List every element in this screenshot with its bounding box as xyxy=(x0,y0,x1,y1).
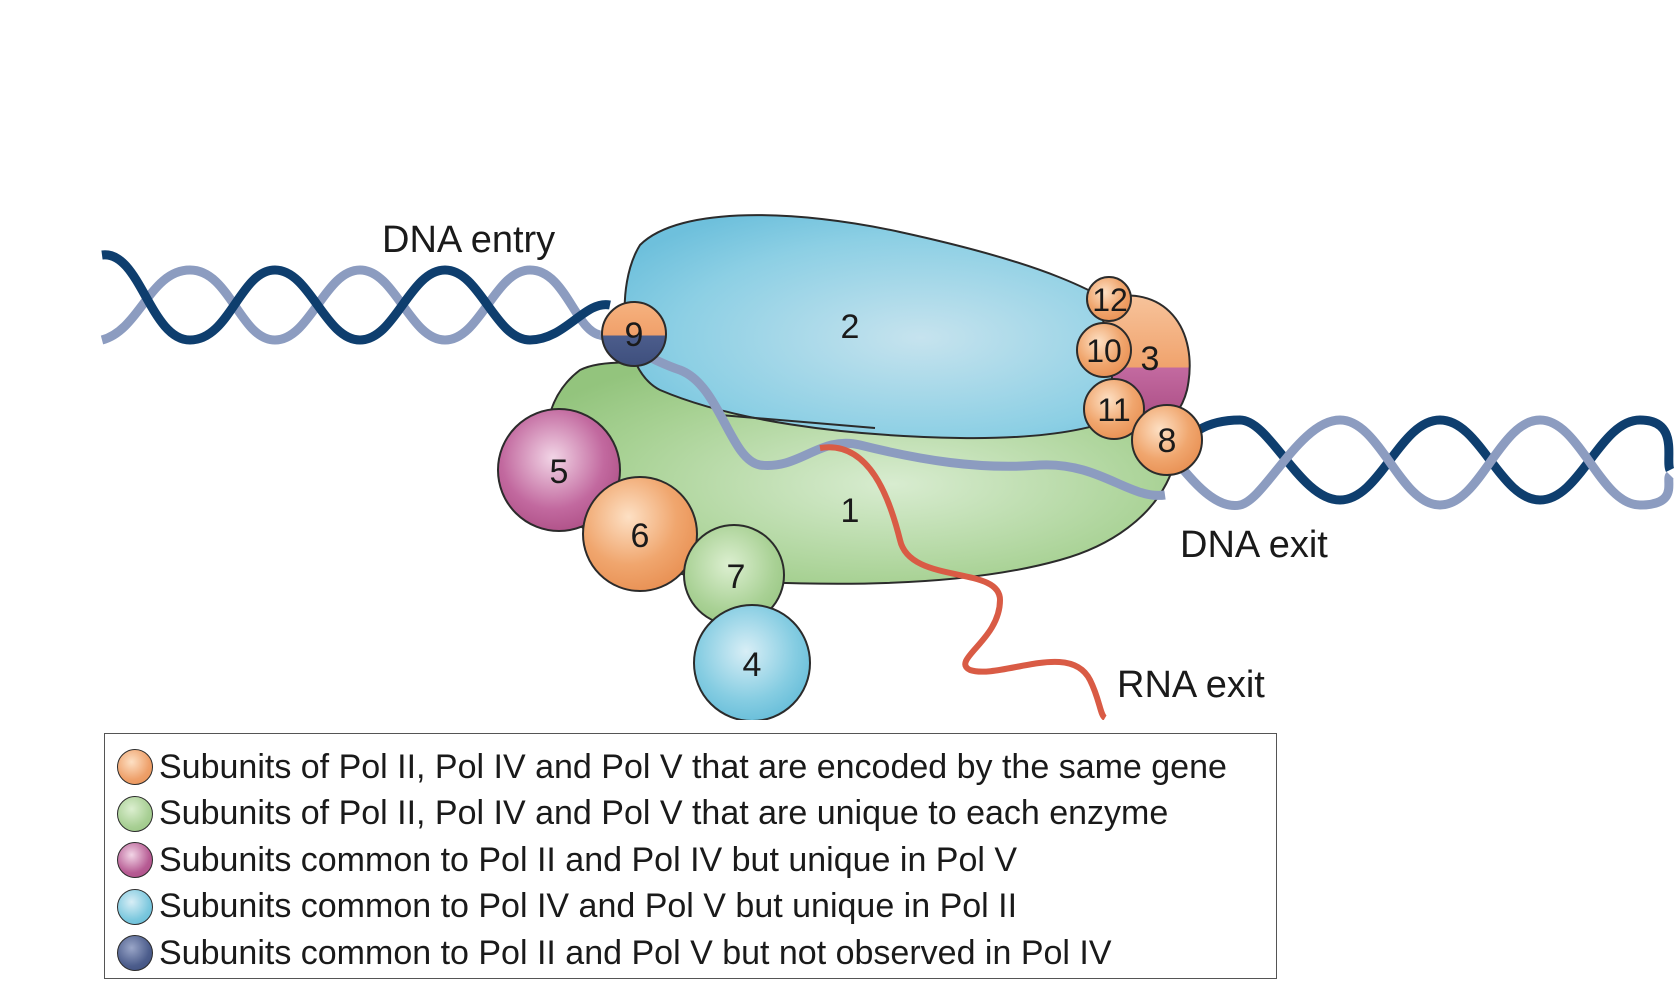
label-subunit-12: 12 xyxy=(1092,282,1128,318)
subunit-2-body xyxy=(623,214,1164,440)
subunit-12 xyxy=(1086,276,1132,322)
legend-row-magenta: Subunits common to Pol II and Pol IV but… xyxy=(117,837,1276,884)
label-subunit-9: 9 xyxy=(625,316,644,354)
dna-right-strand-dark xyxy=(1160,415,1675,505)
label-subunit-10: 10 xyxy=(1086,333,1122,369)
subunit-2-edge-line xyxy=(719,414,876,429)
legend-text-green: Subunits of Pol II, Pol IV and Pol V tha… xyxy=(159,794,1169,833)
legend-swatch-green-icon xyxy=(117,795,153,832)
legend-swatch-navy-icon xyxy=(117,935,153,972)
subunit-11 xyxy=(1083,378,1145,440)
dna-left-strand-dark xyxy=(101,250,611,345)
label-subunit-3: 3 xyxy=(1141,340,1160,378)
label-dna-entry: DNA entry xyxy=(382,219,555,261)
polymerase-diagram: DNA entry DNA exit RNA exit 1 2 3 4 5 6 … xyxy=(100,214,1675,720)
legend: Subunits of Pol II, Pol IV and Pol V tha… xyxy=(104,733,1277,979)
dna-right-strand-light xyxy=(1156,415,1675,511)
legend-row-orange: Subunits of Pol II, Pol IV and Pol V tha… xyxy=(117,744,1276,791)
label-subunit-7: 7 xyxy=(727,558,746,596)
label-subunit-5: 5 xyxy=(550,453,569,491)
legend-text-orange: Subunits of Pol II, Pol IV and Pol V tha… xyxy=(159,747,1227,786)
legend-text-blue: Subunits common to Pol IV and Pol V but … xyxy=(159,887,1018,926)
label-subunit-6: 6 xyxy=(631,517,650,555)
legend-swatch-magenta-icon xyxy=(117,842,153,879)
legend-row-green: Subunits of Pol II, Pol IV and Pol V tha… xyxy=(117,791,1276,838)
label-subunit-8: 8 xyxy=(1158,422,1177,460)
subunit-5 xyxy=(497,408,621,532)
label-subunit-1: 1 xyxy=(841,492,860,530)
legend-row-blue: Subunits common to Pol IV and Pol V but … xyxy=(117,884,1276,931)
subunit-10 xyxy=(1076,322,1132,378)
dna-left-strand-light xyxy=(100,265,602,345)
subunit-4 xyxy=(693,604,811,720)
label-subunit-11: 11 xyxy=(1097,392,1130,428)
label-dna-exit: DNA exit xyxy=(1180,524,1328,566)
legend-row-navy: Subunits common to Pol II and Pol V but … xyxy=(117,930,1276,977)
subunit-6 xyxy=(582,476,698,592)
legend-text-navy: Subunits common to Pol II and Pol V but … xyxy=(159,933,1112,972)
rna-strand xyxy=(819,444,1108,720)
subunit-8 xyxy=(1131,404,1203,476)
subunit-9 xyxy=(601,301,667,367)
label-rna-exit: RNA exit xyxy=(1117,664,1265,706)
legend-swatch-blue-icon xyxy=(117,888,153,925)
legend-text-magenta: Subunits common to Pol II and Pol IV but… xyxy=(159,840,1018,879)
label-subunit-2: 2 xyxy=(841,308,860,346)
legend-swatch-orange-icon xyxy=(117,749,153,786)
label-subunit-4: 4 xyxy=(743,646,762,684)
